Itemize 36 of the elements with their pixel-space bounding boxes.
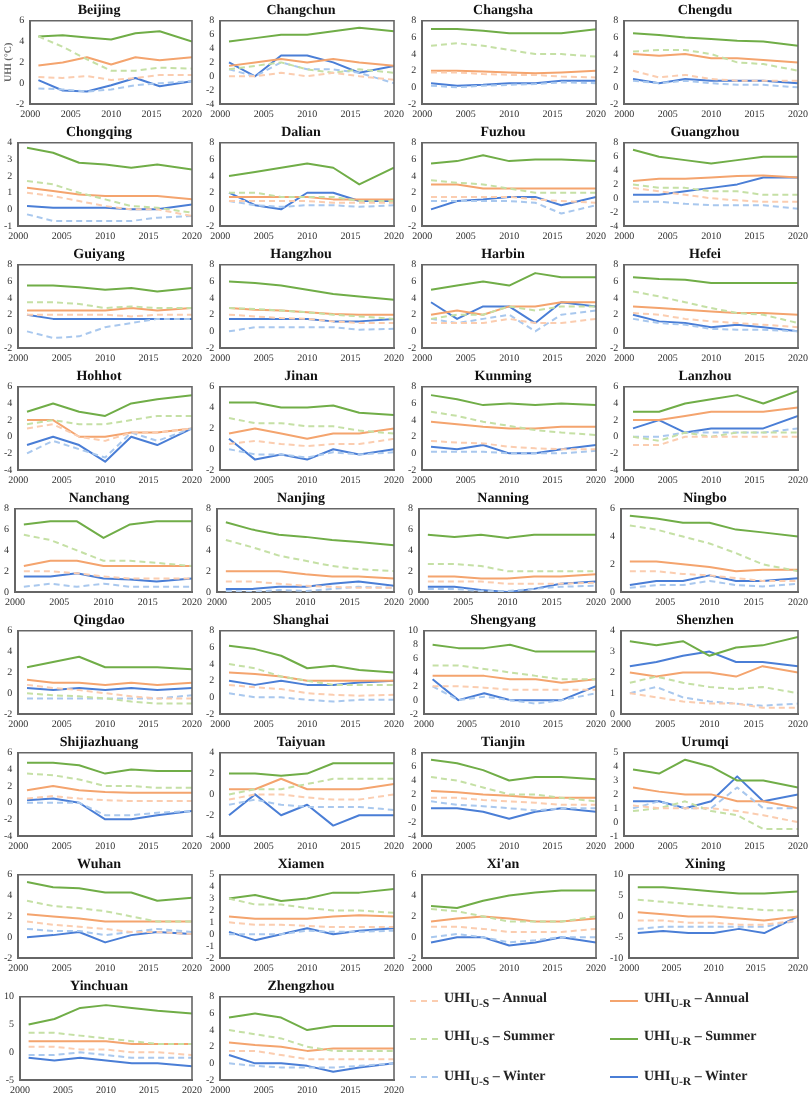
line-series [431,664,596,681]
line-series [26,317,192,340]
line-series [632,804,798,824]
line-series [26,191,192,218]
line-series [628,524,798,573]
line-series [430,305,596,320]
line-series [228,897,394,914]
line-series [37,35,192,72]
line-series [632,186,798,203]
line-series [430,776,596,803]
line-series [430,309,596,333]
line-series [26,180,192,214]
line-series [628,675,798,695]
line-series [430,179,596,194]
line-series [430,410,596,437]
line-series [228,1029,394,1052]
line-series [26,899,192,923]
line-series [224,539,394,573]
line-series [26,772,192,789]
line-series [431,685,596,705]
line-series [228,61,394,85]
line-series [26,920,192,936]
line-series [228,663,394,686]
line-series [430,200,596,215]
line-series [26,683,192,700]
line-series [430,42,596,58]
line-series [430,908,596,923]
line-series [632,48,798,72]
line-series [628,692,798,709]
line-series [632,800,798,831]
line-series [228,777,394,796]
line-series [26,423,192,442]
line-series [22,533,192,567]
line-series [632,290,798,325]
line-series [228,417,394,435]
line-series [628,685,798,707]
